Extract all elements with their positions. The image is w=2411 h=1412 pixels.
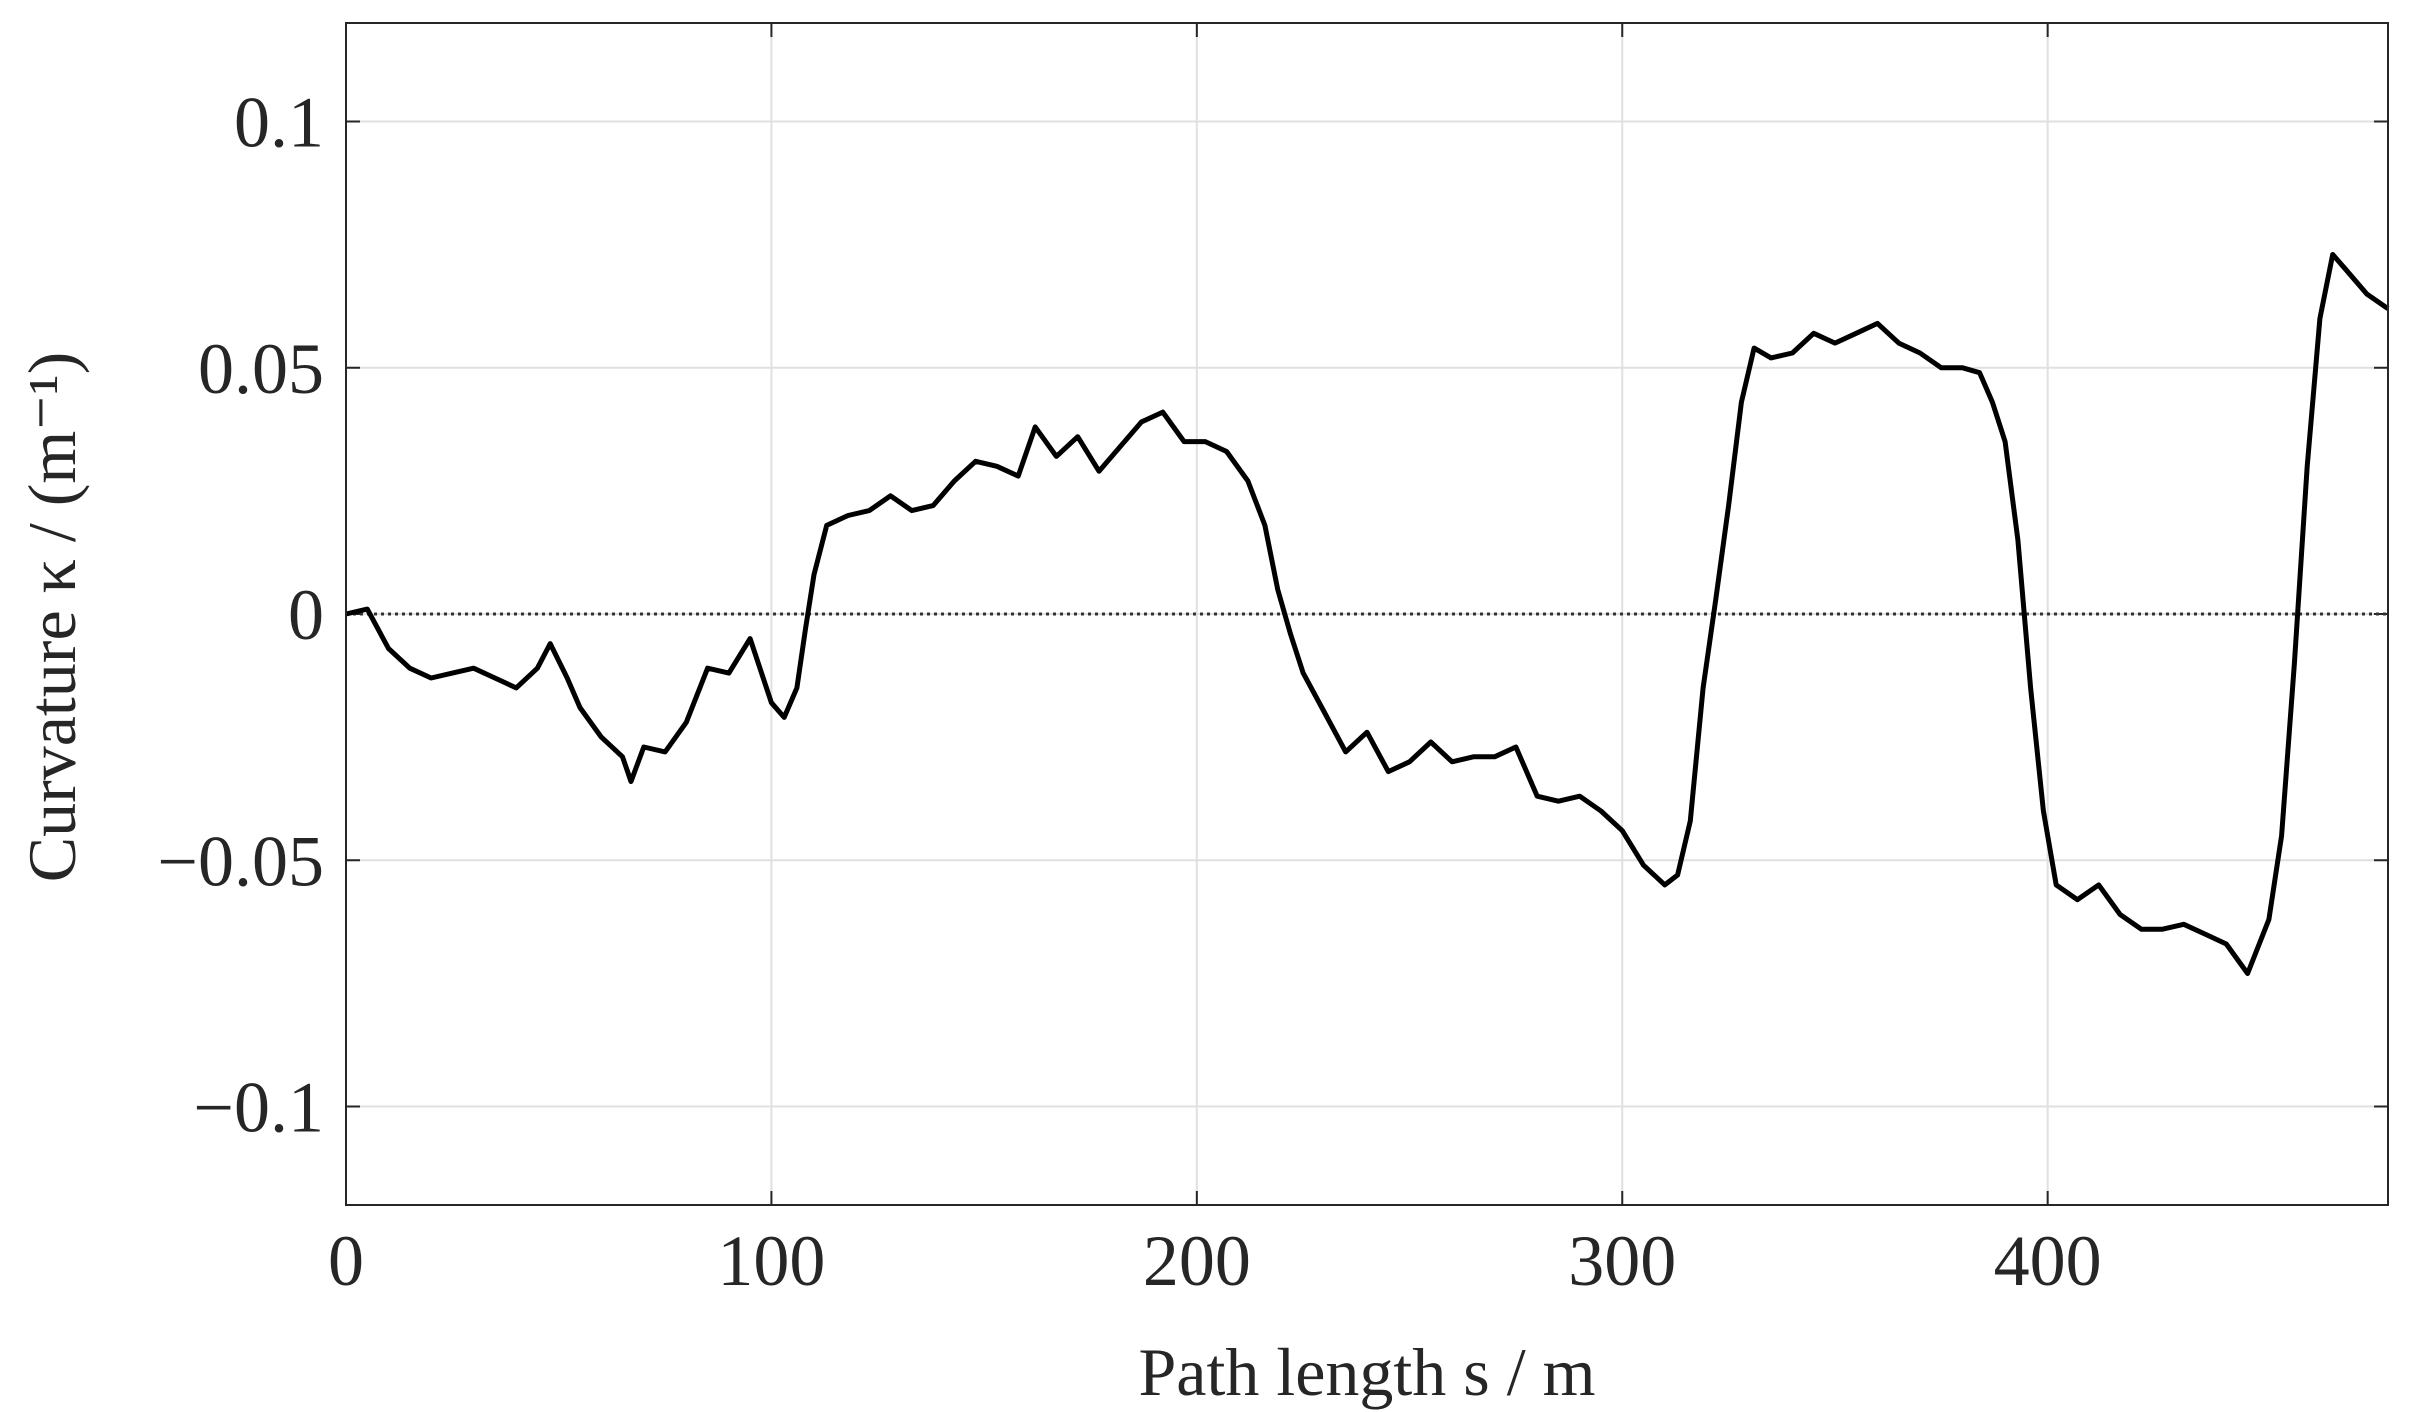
y-tick-label: −0.05: [157, 821, 324, 901]
x-tick-label: 100: [717, 1221, 825, 1301]
y-tick-label: 0.05: [198, 329, 324, 409]
x-tick-label: 200: [1143, 1221, 1251, 1301]
data-line: [345, 252, 2390, 976]
y-tick-label: 0.1: [234, 83, 324, 163]
y-tick-label: 0: [288, 575, 324, 655]
x-axis-label: Path length s / m: [1138, 1334, 1595, 1410]
x-tick-label: 400: [1994, 1221, 2102, 1301]
y-tick-label: −0.1: [193, 1068, 324, 1148]
plot-frame: [345, 22, 2389, 1206]
y-axis-label: Curvature κ / (m⁻¹): [14, 352, 90, 883]
x-tick-label: 300: [1568, 1221, 1676, 1301]
x-tick-label: 0: [328, 1221, 364, 1301]
